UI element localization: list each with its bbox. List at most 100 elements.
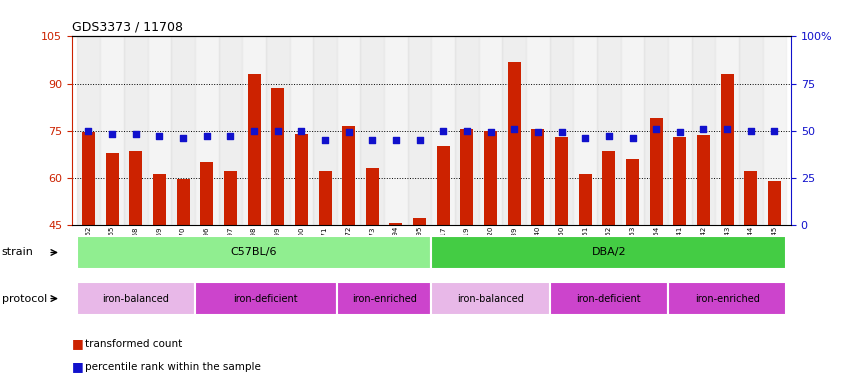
Text: iron-enriched: iron-enriched: [695, 293, 760, 304]
Bar: [248, 74, 261, 225]
Point: [82, 127, 96, 134]
Bar: [195, 36, 218, 225]
Point: [342, 129, 355, 136]
Bar: [621, 36, 645, 225]
Bar: [437, 146, 450, 225]
Bar: [77, 36, 101, 225]
Bar: [460, 129, 474, 225]
Point: [294, 127, 308, 134]
Text: strain: strain: [2, 247, 34, 258]
Bar: [218, 36, 242, 225]
Bar: [602, 151, 615, 225]
Bar: [384, 36, 408, 225]
Bar: [650, 118, 662, 225]
Bar: [574, 36, 597, 225]
Point: [531, 129, 545, 136]
Bar: [526, 36, 550, 225]
Bar: [337, 36, 360, 225]
Bar: [389, 223, 403, 225]
Bar: [508, 61, 521, 225]
Bar: [195, 282, 337, 315]
Bar: [77, 236, 431, 269]
Point: [744, 127, 757, 134]
Point: [626, 135, 640, 141]
Point: [200, 133, 213, 139]
Bar: [171, 36, 195, 225]
Bar: [455, 36, 479, 225]
Bar: [668, 36, 692, 225]
Point: [673, 129, 687, 136]
Point: [460, 127, 474, 134]
Bar: [177, 179, 190, 225]
Bar: [413, 218, 426, 225]
Bar: [242, 36, 266, 225]
Bar: [579, 174, 591, 225]
Bar: [484, 131, 497, 225]
Point: [602, 133, 616, 139]
Text: percentile rank within the sample: percentile rank within the sample: [85, 362, 261, 372]
Point: [247, 127, 261, 134]
Bar: [673, 137, 686, 225]
Bar: [124, 36, 147, 225]
Bar: [153, 174, 166, 225]
Bar: [266, 36, 289, 225]
Point: [271, 127, 284, 134]
Bar: [697, 135, 710, 225]
Bar: [295, 134, 308, 225]
Point: [152, 133, 166, 139]
Bar: [147, 36, 171, 225]
Bar: [550, 282, 668, 315]
Text: GDS3373 / 11708: GDS3373 / 11708: [72, 21, 183, 34]
Point: [176, 135, 190, 141]
Text: iron-balanced: iron-balanced: [102, 293, 169, 304]
Bar: [503, 36, 526, 225]
Point: [318, 137, 332, 143]
Bar: [762, 36, 786, 225]
Point: [223, 133, 237, 139]
Text: iron-deficient: iron-deficient: [233, 293, 298, 304]
Bar: [342, 126, 355, 225]
Text: DBA/2: DBA/2: [591, 247, 626, 258]
Point: [555, 129, 569, 136]
Bar: [289, 36, 313, 225]
Bar: [597, 36, 621, 225]
Bar: [337, 282, 431, 315]
Bar: [201, 162, 213, 225]
Point: [413, 137, 426, 143]
Text: iron-deficient: iron-deficient: [577, 293, 641, 304]
Bar: [82, 132, 95, 225]
Text: iron-balanced: iron-balanced: [457, 293, 524, 304]
Bar: [106, 152, 118, 225]
Bar: [129, 151, 142, 225]
Bar: [744, 171, 757, 225]
Point: [508, 126, 521, 132]
Bar: [313, 36, 337, 225]
Bar: [668, 282, 786, 315]
Bar: [431, 282, 550, 315]
Text: C57BL/6: C57BL/6: [231, 247, 277, 258]
Point: [437, 127, 450, 134]
Point: [389, 137, 403, 143]
Text: iron-enriched: iron-enriched: [352, 293, 416, 304]
Bar: [360, 36, 384, 225]
Bar: [101, 36, 124, 225]
Bar: [692, 36, 716, 225]
Bar: [721, 74, 733, 225]
Bar: [739, 36, 762, 225]
Text: protocol: protocol: [2, 293, 47, 304]
Bar: [626, 159, 639, 225]
Point: [129, 131, 142, 137]
Bar: [550, 36, 574, 225]
Text: transformed count: transformed count: [85, 339, 182, 349]
Bar: [408, 36, 431, 225]
Bar: [272, 88, 284, 225]
Bar: [431, 236, 786, 269]
Bar: [531, 129, 545, 225]
Bar: [77, 282, 195, 315]
Bar: [224, 171, 237, 225]
Bar: [768, 181, 781, 225]
Bar: [555, 137, 568, 225]
Point: [579, 135, 592, 141]
Bar: [431, 36, 455, 225]
Point: [106, 131, 119, 137]
